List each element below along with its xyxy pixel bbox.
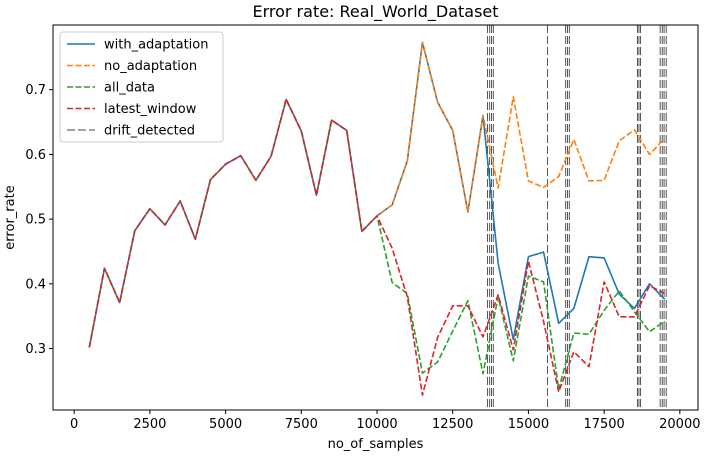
chart-title: Error rate: Real_World_Dataset <box>252 2 498 22</box>
x-tick-label: 12500 <box>432 417 473 432</box>
x-tick-label: 0 <box>70 417 78 432</box>
x-tick-label: 20000 <box>659 417 700 432</box>
y-tick-label: 0.3 <box>25 342 46 357</box>
plot-frame <box>52 24 699 411</box>
x-tick-label: 5000 <box>209 417 242 432</box>
legend-box <box>59 31 224 143</box>
plot-area <box>52 24 699 411</box>
legend-label: latest_window <box>104 102 197 117</box>
x-axis-label: no_of_samples <box>328 437 424 452</box>
y-axis-label: error_rate <box>3 185 18 249</box>
y-tick-label: 0.7 <box>25 83 46 98</box>
x-axis: 0 2500 5000 7500 10000 12500 15000 17500 20000 <box>70 410 701 432</box>
legend-label: no_adaptation <box>104 59 197 74</box>
y-axis: 0.3 0.4 0.5 0.6 0.7 <box>25 83 53 357</box>
y-tick-label: 0.6 <box>25 148 46 163</box>
legend-label: with_adaptation <box>104 38 208 53</box>
legend-label: drift_detected <box>104 124 195 139</box>
y-tick-label: 0.4 <box>25 277 46 292</box>
x-tick-label: 17500 <box>583 417 624 432</box>
series-line-latest_window <box>88 98 666 396</box>
x-tick-label: 10000 <box>356 417 397 432</box>
legend-label: all_data <box>104 81 155 96</box>
x-tick-label: 7500 <box>285 417 318 432</box>
legend: with_adaptation no_adaptation all_datalate… <box>59 31 224 143</box>
x-tick-label: 2500 <box>133 417 166 432</box>
x-tick-label: 15000 <box>508 417 549 432</box>
series-lines <box>88 41 666 396</box>
series-line-all_data <box>88 98 666 391</box>
y-tick-label: 0.5 <box>25 213 46 228</box>
